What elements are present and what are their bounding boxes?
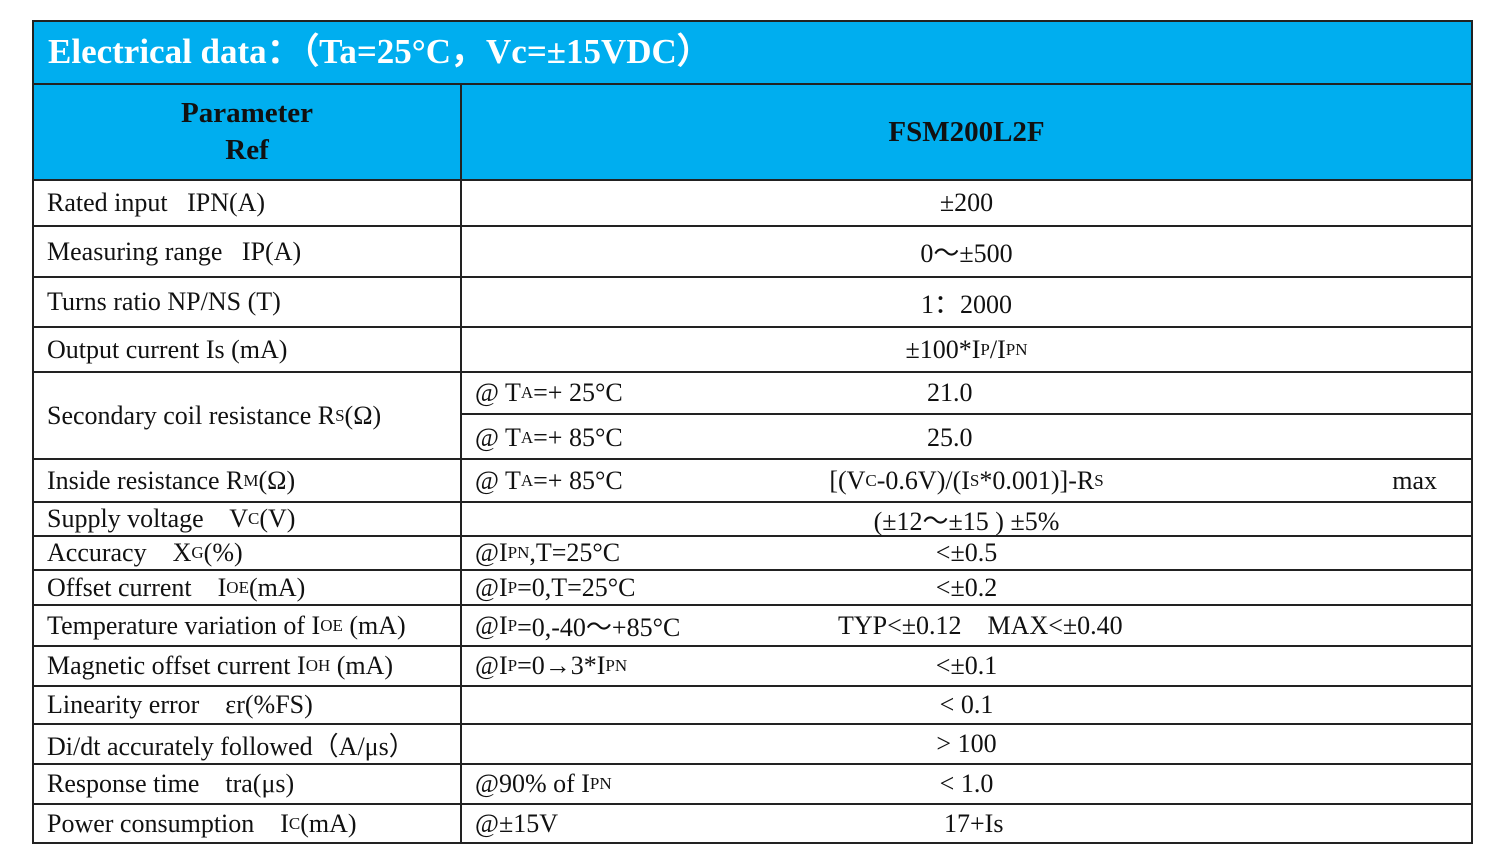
table-row-output-current: Output current Is (mA) ±100*I P/I PN: [34, 328, 1471, 373]
table-row-supply-voltage: Supply voltage V C (V) (±12～±15 ) ±5%: [34, 503, 1471, 537]
param-accuracy: Accuracy X G (%): [34, 537, 462, 569]
table-row-rated-input: Rated input IPN(A) ±200: [34, 181, 1471, 227]
value-secondary-25: 21.0: [927, 378, 973, 407]
param-output-current: Output current Is (mA): [34, 328, 462, 371]
cond-inside-resistance: @ T A =+ 85°C: [475, 465, 623, 495]
parameter-header-line1: Parameter: [180, 97, 313, 129]
model-header: FSM200L2F: [462, 85, 1471, 181]
value-offset-current: <±0.2: [935, 572, 998, 602]
table-row-response-time: Response time tra(μs) @90% of I PN < 1.0: [34, 765, 1471, 805]
param-didt: Di/dt accurately followed（A/μs）: [34, 725, 462, 763]
cond-accuracy: @I PN ,T=25°C: [475, 538, 621, 567]
cond-offset-current: @I P =0,T=25°C: [475, 572, 636, 602]
value-linearity: < 0.1: [939, 690, 994, 719]
param-inside-resistance: Inside resistance R M (Ω): [34, 460, 462, 501]
value-temp-variation: TYP<±0.12 MAX<±0.40: [838, 610, 1123, 640]
table-row-linearity: Linearity error εr(%FS) < 0.1: [34, 687, 1471, 725]
value-magnetic-offset: <±0.1: [935, 651, 998, 680]
parameter-header: Parameter Ref: [34, 85, 462, 181]
table-row-accuracy: Accuracy X G (%) @I PN ,T=25°C <±0.5: [34, 537, 1471, 571]
cond-response-time: @90% of I PN: [475, 769, 612, 798]
param-secondary-coil: Secondary coil resistance R S (Ω): [34, 373, 462, 458]
param-supply-voltage: Supply voltage V C (V): [34, 503, 462, 535]
table-title: Electrical data：（Ta=25°C，Vc=±15VDC）: [34, 22, 1471, 85]
table-row-turns-ratio: Turns ratio NP/NS (T) 1：2000: [34, 278, 1471, 328]
electrical-data-table: Electrical data：（Ta=25°C，Vc=±15VDC） Para…: [32, 20, 1473, 844]
param-turns-ratio: Turns ratio NP/NS (T): [34, 278, 462, 326]
table-row-magnetic-offset: Magnetic offset current I OH (mA) @I P =0→3…: [34, 647, 1471, 687]
value-output-current: ±100*I P/I PN: [905, 334, 1028, 364]
value-secondary-85: 25.0: [927, 422, 973, 452]
table-row-offset-current: Offset current I OE (mA) @I P =0,T=25°C <±0.…: [34, 571, 1471, 606]
value-measuring-range: 0～±500: [920, 239, 1013, 268]
value-inside-resistance: [(V C -0.6V)/(I S *0.001)]-R S: [829, 465, 1104, 495]
cond-temp-variation: @I P =0,-40～+85°C: [475, 610, 681, 643]
value-power-consumption: 17+Is: [944, 808, 1004, 838]
param-response-time: Response time tra(μs): [34, 765, 462, 803]
value-turns-ratio: 1：2000: [920, 289, 1012, 319]
value-supply-voltage: (±12～±15 ) ±5%: [873, 506, 1060, 536]
cond-secondary-85: @ T A =+ 85°C: [475, 422, 623, 452]
secondary-coil-subrow-25: @ T A =+ 25°C 21.0: [462, 373, 1471, 415]
table-row-inside-resistance: Inside resistance R M (Ω) @ T A =+ 85°C [(V C…: [34, 460, 1471, 503]
parameter-header-line2: Ref: [225, 134, 269, 166]
table-row-measuring-range: Measuring range IP(A) 0～±500: [34, 227, 1471, 278]
cond-power-consumption: @±15V: [475, 808, 558, 838]
value-didt: > 100: [936, 729, 997, 758]
secondary-coil-subrow-85: @ T A =+ 85°C 25.0: [462, 415, 1471, 460]
table-row-didt: Di/dt accurately followed（A/μs） > 100: [34, 725, 1471, 765]
param-linearity: Linearity error εr(%FS): [34, 687, 462, 723]
cond-magnetic-offset: @I P =0→3*I PN: [475, 651, 628, 680]
param-magnetic-offset: Magnetic offset current I OH (mA): [34, 647, 462, 685]
table-row-power-consumption: Power consumption I C (mA) @±15V 17+Is: [34, 805, 1471, 842]
limit-inside-resistance: max: [1392, 465, 1437, 495]
param-offset-current: Offset current I OE (mA): [34, 571, 462, 604]
value-response-time: < 1.0: [939, 769, 994, 798]
table-row-temp-variation: Temperature variation of I OE (mA) @I P =0,…: [34, 606, 1471, 647]
param-temp-variation: Temperature variation of I OE (mA): [34, 606, 462, 645]
value-accuracy: <±0.5: [935, 538, 998, 567]
table-row-secondary-coil: Secondary coil resistance R S (Ω) @ T A =+ 2…: [34, 373, 1471, 460]
cond-secondary-25: @ T A =+ 25°C: [475, 378, 623, 407]
param-rated-input: Rated input IPN(A): [34, 181, 462, 225]
param-measuring-range: Measuring range IP(A): [34, 227, 462, 276]
value-rated-input: ±200: [939, 188, 994, 217]
param-power-consumption: Power consumption I C (mA): [34, 805, 462, 842]
